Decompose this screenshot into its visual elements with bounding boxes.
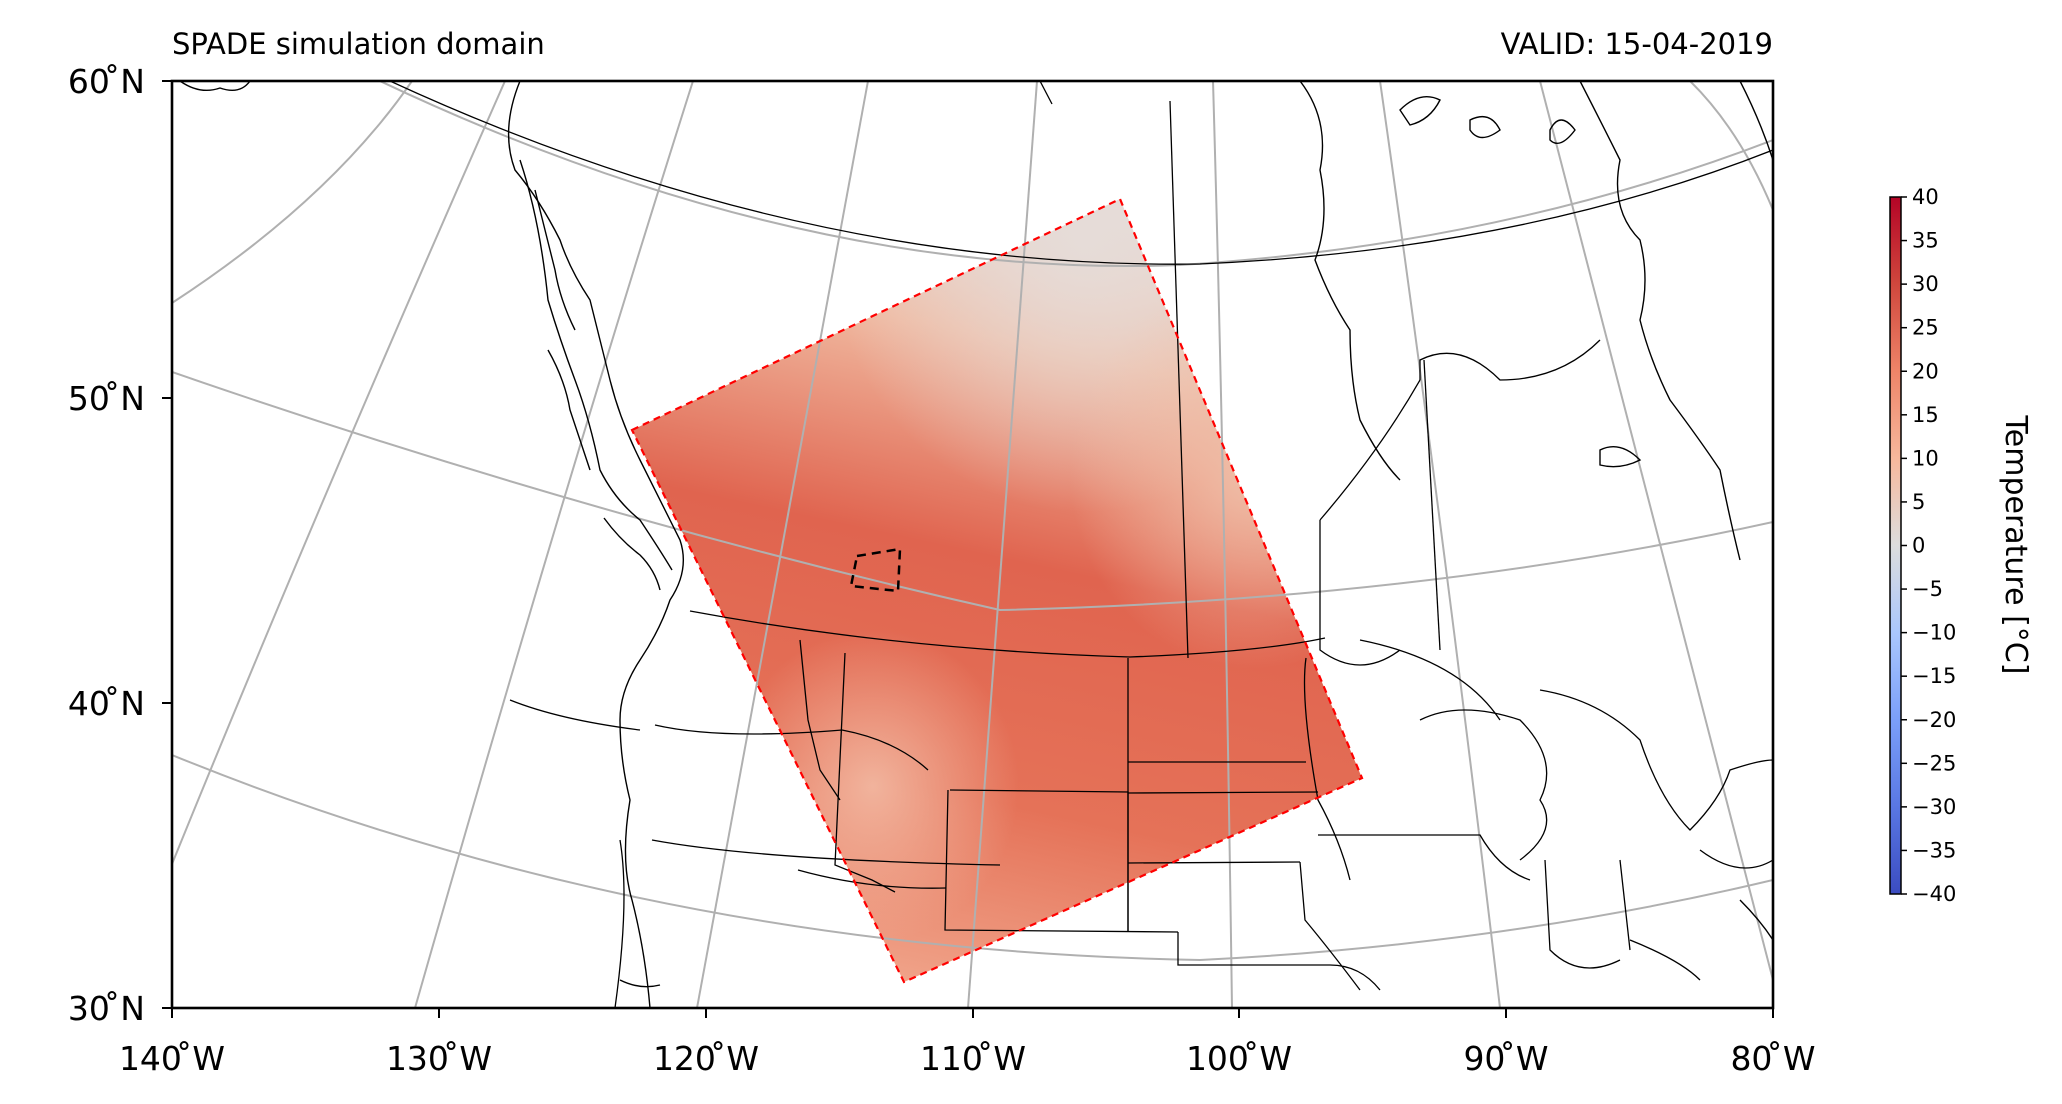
lon-tick-label: 90 ̊W <box>1463 1039 1548 1078</box>
simulation-domain-outline <box>630 197 1364 984</box>
political-boundaries <box>389 81 1773 1008</box>
colorbar-tick-label: −25 <box>1912 751 1956 775</box>
lat-tick-label: 40 ̊N <box>68 684 145 723</box>
colorbar-tick-label: −40 <box>1912 882 1956 906</box>
lat-tick-label: 60 ̊N <box>68 62 145 101</box>
colorbar-tick-label: 5 <box>1912 490 1925 514</box>
colorbar-tick-label: 30 <box>1912 272 1939 296</box>
lon-tick-label: 130 ̊W <box>386 1039 492 1078</box>
colorbar: 4035302520151050−5−10−15−20−25−30−35−40 … <box>1889 185 2033 906</box>
lon-tick-label: 100 ̊W <box>1186 1039 1292 1078</box>
colorbar-tick-label: 35 <box>1912 229 1939 253</box>
colorbar-tick-label: 20 <box>1912 359 1939 383</box>
lon-tick-label: 80 ̊W <box>1730 1039 1815 1078</box>
lon-tick-label: 120 ̊W <box>653 1039 759 1078</box>
colorbar-tick-label: 10 <box>1912 446 1939 470</box>
subdomain-outline <box>849 547 902 593</box>
colorbar-tick-label: 15 <box>1912 403 1939 427</box>
map-title: SPADE simulation domain <box>172 27 545 61</box>
colorbar-tick-label: 40 <box>1912 185 1939 209</box>
lon-tick-label: 140 ̊W <box>119 1039 225 1078</box>
colorbar-tick-label: −10 <box>1912 621 1956 645</box>
colorbar-tick-label: −30 <box>1912 795 1956 819</box>
lon-axis: 140 ̊W 130 ̊W 120 ̊W 110 ̊W 100 ̊W 90 ̊W… <box>119 1008 1816 1078</box>
valid-date-label: VALID: 15-04-2019 <box>1501 27 1773 61</box>
colorbar-tick-label: −5 <box>1912 577 1943 601</box>
coastlines <box>179 81 1773 1008</box>
lat-tick-label: 30 ̊N <box>68 989 145 1028</box>
colorbar-tick-label: 25 <box>1912 316 1939 340</box>
colorbar-tick-label: −20 <box>1912 708 1956 732</box>
map-area <box>172 81 1773 1008</box>
colorbar-ticks: 40 35 30 25 20 15 10 5 0 −5 −10 −15 −20 −25 −30 −35 −40 <box>1901 185 1956 906</box>
lat-axis: 30 ̊N 40 ̊N 50 ̊N 60 ̊N <box>68 62 172 1028</box>
colorbar-title: Temperature [°C] <box>1998 415 2033 675</box>
lon-tick-label: 110 ̊W <box>920 1039 1026 1078</box>
graticule <box>172 81 1773 1008</box>
colorbar-tick-label: −35 <box>1912 838 1956 862</box>
lat-tick-label: 50 ̊N <box>68 379 145 418</box>
colorbar-tick-label: −15 <box>1912 664 1956 688</box>
colorbar-gradient <box>1889 196 1902 895</box>
colorbar-tick-label: 0 <box>1912 534 1925 558</box>
